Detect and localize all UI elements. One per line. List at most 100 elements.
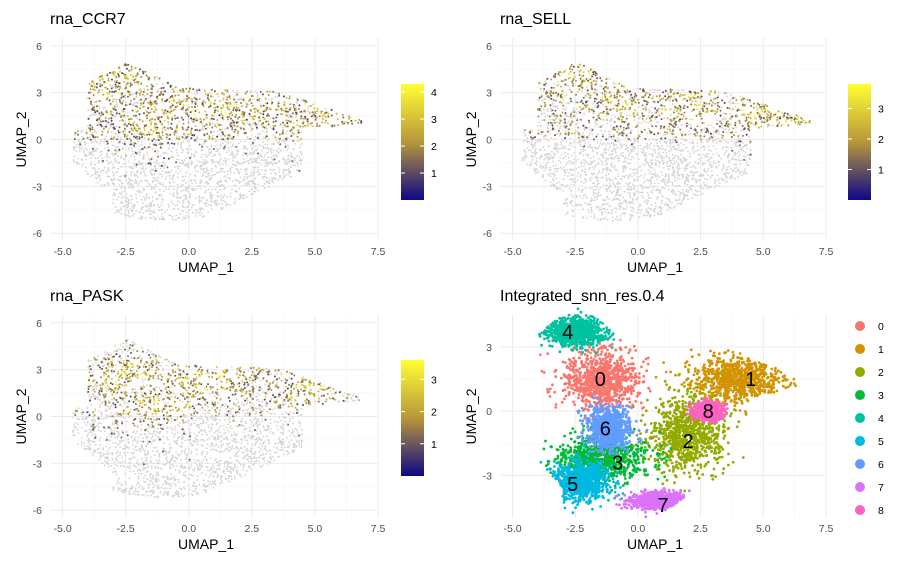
zero-expression-point [277,179,280,181]
zero-expression-point [152,205,155,207]
expression-point [311,104,314,107]
zero-expression-point [268,138,270,140]
zero-expression-point [561,184,564,186]
zero-expression-point [629,149,632,152]
zero-expression-point [682,198,684,201]
expression-point [154,169,157,172]
zero-expression-point [281,140,283,143]
zero-expression-point [616,154,619,157]
zero-expression-point [176,203,179,206]
zero-expression-point [662,166,665,169]
zero-expression-point [617,198,620,200]
zero-expression-point [235,160,238,163]
zero-expression-point [636,88,639,90]
expression-point [316,122,319,125]
zero-expression-point [729,123,732,126]
zero-expression-point [265,152,268,154]
zero-expression-point [724,116,726,119]
zero-expression-point [236,92,239,94]
zero-expression-point [721,179,724,181]
zero-expression-point [606,208,609,211]
zero-expression-point [293,159,296,162]
zero-expression-point [112,198,115,201]
zero-expression-point [152,176,155,179]
zero-expression-point [567,115,570,118]
zero-expression-point [641,191,644,194]
zero-expression-point [745,159,747,162]
zero-expression-point [715,165,717,168]
zero-expression-point [290,166,292,169]
zero-expression-point [126,182,129,185]
zero-expression-point [674,185,677,188]
zero-expression-point [115,87,117,90]
zero-expression-point [600,85,603,88]
zero-expression-point [627,184,630,186]
zero-expression-point [86,172,89,175]
expression-point [226,106,229,109]
zero-expression-point [182,140,185,143]
zero-expression-point [245,167,248,170]
zero-expression-point [242,97,245,99]
zero-expression-point [158,188,161,191]
zero-expression-point [593,172,596,175]
zero-expression-point [627,154,630,157]
zero-expression-point [199,160,201,163]
zero-expression-point [646,191,649,194]
zero-expression-point [549,169,552,171]
zero-expression-point [618,159,620,162]
expression-point [210,131,212,134]
zero-expression-point [118,184,121,187]
zero-expression-point [104,139,107,141]
zero-expression-point [597,177,600,179]
zero-expression-point [652,188,654,191]
zero-expression-point [176,192,179,195]
expression-point [174,86,177,89]
expression-point [204,110,207,113]
zero-expression-point [595,188,598,191]
zero-expression-point [645,117,648,120]
zero-expression-point [160,154,162,157]
zero-expression-point [130,93,133,96]
zero-expression-point [677,173,680,176]
expression-point [118,98,121,101]
zero-expression-point [658,154,661,157]
zero-expression-point [565,171,567,174]
zero-expression-point [589,132,591,135]
expression-point [111,90,114,93]
zero-expression-point [189,202,191,205]
expression-point [182,128,184,131]
zero-expression-point [215,147,218,150]
expression-point [179,103,182,106]
zero-expression-point [260,159,263,162]
zero-expression-point [541,119,543,121]
zero-expression-point [195,182,197,184]
zero-expression-point [585,86,588,88]
zero-expression-point [230,152,233,155]
zero-expression-point [726,146,729,149]
zero-expression-point [135,193,137,196]
x-tick-label: -5.0 [54,246,72,258]
zero-expression-point [638,205,640,208]
zero-expression-point [592,192,595,194]
zero-expression-point [129,174,132,177]
zero-expression-point [714,147,717,150]
zero-expression-point [683,158,685,161]
expression-point [267,114,270,117]
expression-point [296,135,299,138]
zero-expression-point [229,195,232,198]
zero-expression-point [552,172,555,175]
expression-point [188,88,191,91]
expression-point [167,82,169,84]
zero-expression-point [125,166,127,168]
zero-expression-point [631,197,634,200]
zero-expression-point [587,99,590,102]
zero-expression-point [172,185,175,188]
zero-expression-point [654,148,656,151]
zero-expression-point [142,189,145,192]
colorbar-tick-label: 1 [431,168,437,180]
zero-expression-point [589,157,592,160]
zero-expression-point [607,212,610,215]
zero-expression-point [182,161,185,163]
expression-point [160,116,163,118]
zero-expression-point [238,98,241,101]
